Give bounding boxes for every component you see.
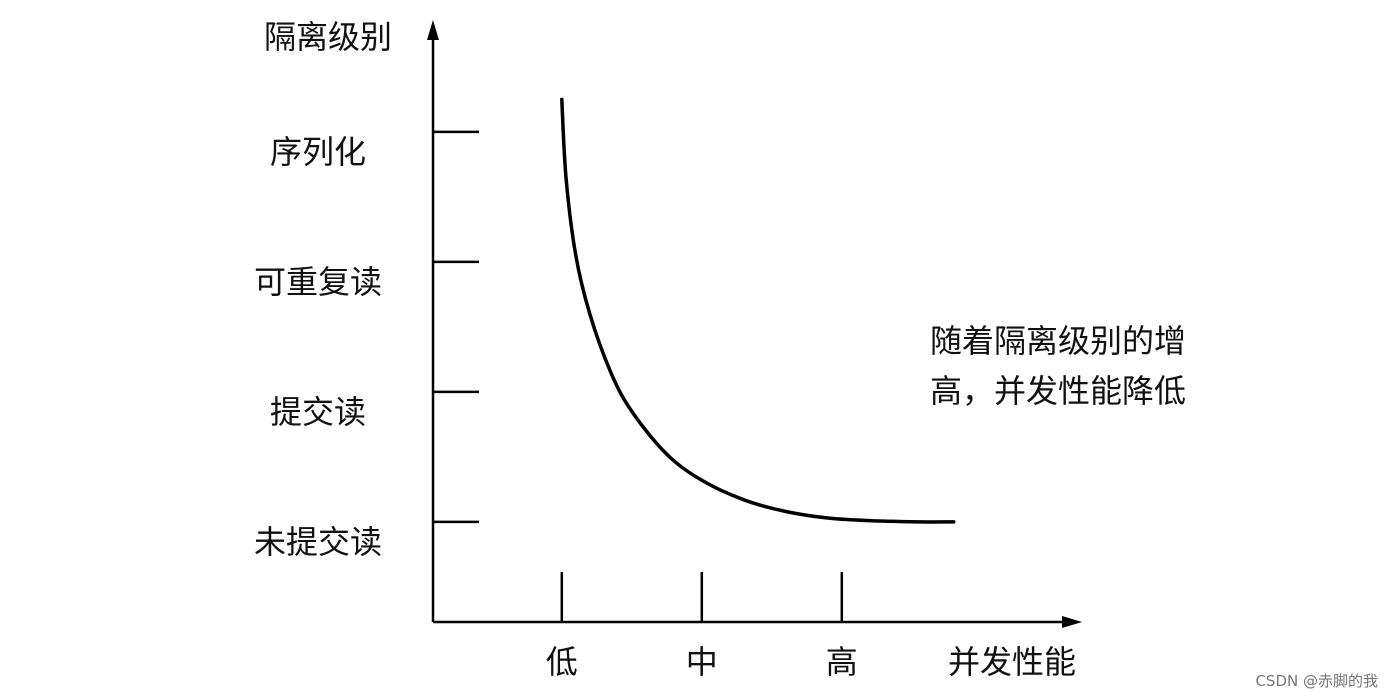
isolation-performance-curve xyxy=(560,97,956,524)
y-axis-arrow xyxy=(427,20,439,40)
x-tick-label: 中 xyxy=(686,643,718,681)
watermark-text: CSDN @赤脚的我 xyxy=(1255,672,1378,690)
x-tick-label: 低 xyxy=(546,643,578,681)
y-tick-label: 序列化 xyxy=(270,133,366,171)
y-ticks: 未提交读 提交读 可重复读 序列化 xyxy=(254,130,479,561)
axes xyxy=(427,20,1082,628)
annotation-line-2: 高，并发性能降低 xyxy=(930,372,1187,410)
annotation-note: 随着隔离级别的增 高，并发性能降低 xyxy=(930,316,1260,416)
y-axis-title: 隔离级别 xyxy=(264,18,392,56)
x-axis-title: 并发性能 xyxy=(948,643,1076,681)
y-tick-label: 提交读 xyxy=(270,393,366,431)
y-tick-label: 未提交读 xyxy=(254,523,382,561)
y-tick-label: 可重复读 xyxy=(254,263,382,301)
annotation-line-1: 随着隔离级别的增 xyxy=(930,322,1187,360)
x-ticks: 低中高 xyxy=(546,572,858,681)
x-tick-label: 高 xyxy=(826,643,858,681)
x-axis-arrow xyxy=(1062,616,1082,628)
